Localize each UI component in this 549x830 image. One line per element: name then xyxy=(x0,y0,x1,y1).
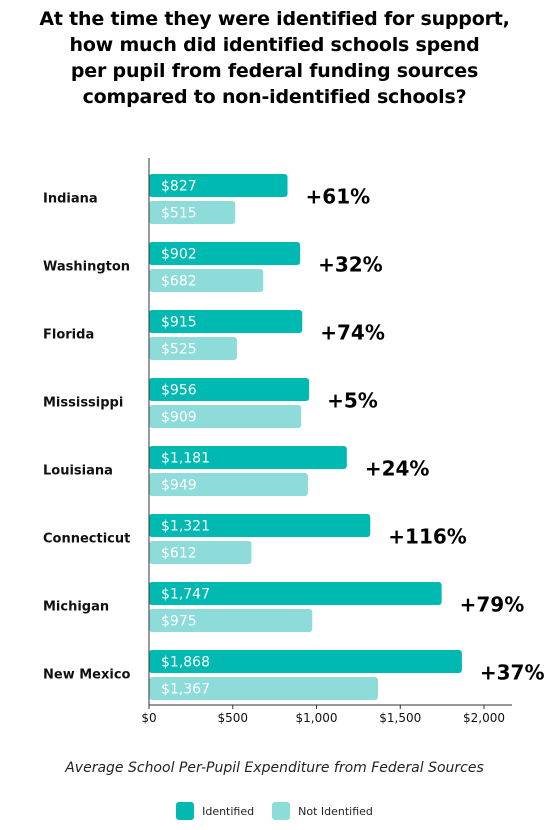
category-label-mississippi: Mississippi xyxy=(43,396,123,411)
pct-difference-label-louisiana: +24% xyxy=(365,457,430,481)
pct-difference-label-michigan: +79% xyxy=(460,593,525,617)
legend-label-identified: Identified xyxy=(202,804,255,818)
bar-not-identified-washington xyxy=(149,269,264,292)
bar-not-identified-indiana xyxy=(149,201,236,224)
category-label-michigan: Michigan xyxy=(43,600,109,615)
pct-difference-label-mississippi: +5% xyxy=(327,389,378,413)
bar-value-label-identified-mississippi: $956 xyxy=(161,383,197,399)
bar-value-label-identified-florida: $915 xyxy=(161,315,197,331)
pct-difference-label-indiana: +61% xyxy=(306,185,371,209)
pct-difference-label-connecticut: +116% xyxy=(388,525,467,549)
category-label-florida: Florida xyxy=(43,328,94,343)
bar-value-label-not-identified-michigan: $975 xyxy=(161,614,197,630)
bar-value-label-not-identified-indiana: $515 xyxy=(161,206,197,222)
pct-difference-label-new-mexico: +37% xyxy=(480,661,545,685)
bar-value-label-not-identified-connecticut: $612 xyxy=(161,546,197,562)
x-tick-label-1000: $1,000 xyxy=(296,711,338,725)
bar-value-label-identified-new-mexico: $1,868 xyxy=(161,655,210,671)
bar-value-label-identified-michigan: $1,747 xyxy=(161,587,210,603)
bar-value-label-identified-connecticut: $1,321 xyxy=(161,519,210,535)
bar-chart: Indiana $827 $515 +61% Washington $902 $682 +32… xyxy=(43,158,545,725)
bar-identified-louisiana xyxy=(149,446,347,469)
bar-value-label-identified-indiana: $827 xyxy=(161,179,197,195)
bar-value-label-not-identified-new-mexico: $1,367 xyxy=(161,682,210,698)
bar-not-identified-florida xyxy=(149,337,237,360)
category-label-connecticut: Connecticut xyxy=(43,532,130,547)
bar-value-label-not-identified-washington: $682 xyxy=(161,274,197,290)
legend: Identified Not Identified xyxy=(0,802,549,820)
bar-value-label-not-identified-florida: $525 xyxy=(161,342,197,358)
bar-not-identified-mississippi xyxy=(149,405,302,428)
x-tick-label-2000: $2,000 xyxy=(463,711,505,725)
bar-value-label-not-identified-mississippi: $909 xyxy=(161,410,197,426)
bar-identified-michigan xyxy=(149,582,442,605)
bar-identified-florida xyxy=(149,310,303,333)
legend-label-not-identified: Not Identified xyxy=(298,804,373,818)
bar-identified-connecticut xyxy=(149,514,371,537)
bar-not-identified-michigan xyxy=(149,609,313,632)
chart-title: At the time they were identified for sup… xyxy=(0,6,549,110)
x-tick-label-1500: $1,500 xyxy=(379,711,421,725)
bar-not-identified-connecticut xyxy=(149,541,252,564)
pct-difference-label-florida: +74% xyxy=(320,321,385,345)
category-label-indiana: Indiana xyxy=(43,192,98,207)
title-line-1: At the time they were identified for sup… xyxy=(39,8,510,30)
title-line-4: compared to non-identified schools? xyxy=(82,86,467,108)
bar-value-label-not-identified-louisiana: $949 xyxy=(161,478,197,494)
bar-identified-indiana xyxy=(149,174,288,197)
bar-value-label-identified-louisiana: $1,181 xyxy=(161,451,210,467)
pct-difference-label-washington: +32% xyxy=(318,253,383,277)
x-tick-label-500: $500 xyxy=(217,711,248,725)
legend-item-identified: Identified xyxy=(176,802,254,820)
title-line-2: how much did identified schools spend xyxy=(69,34,480,56)
category-label-new-mexico: New Mexico xyxy=(43,668,131,683)
legend-swatch-not-identified xyxy=(272,802,291,820)
bar-identified-mississippi xyxy=(149,378,310,401)
legend-swatch-identified xyxy=(176,802,195,820)
bar-not-identified-new-mexico xyxy=(149,677,378,700)
bar-identified-new-mexico xyxy=(149,650,462,673)
category-label-washington: Washington xyxy=(43,260,130,275)
bar-not-identified-louisiana xyxy=(149,473,308,496)
legend-item-not-identified: Not Identified xyxy=(272,802,373,820)
title-line-3: per pupil from federal funding sources xyxy=(70,60,479,82)
category-label-louisiana: Louisiana xyxy=(43,464,113,479)
x-tick-label-0: $0 xyxy=(141,711,156,725)
bar-value-label-identified-washington: $902 xyxy=(161,247,197,263)
bar-identified-washington xyxy=(149,242,301,265)
x-axis-title: Average School Per-Pupil Expenditure fro… xyxy=(65,760,484,776)
